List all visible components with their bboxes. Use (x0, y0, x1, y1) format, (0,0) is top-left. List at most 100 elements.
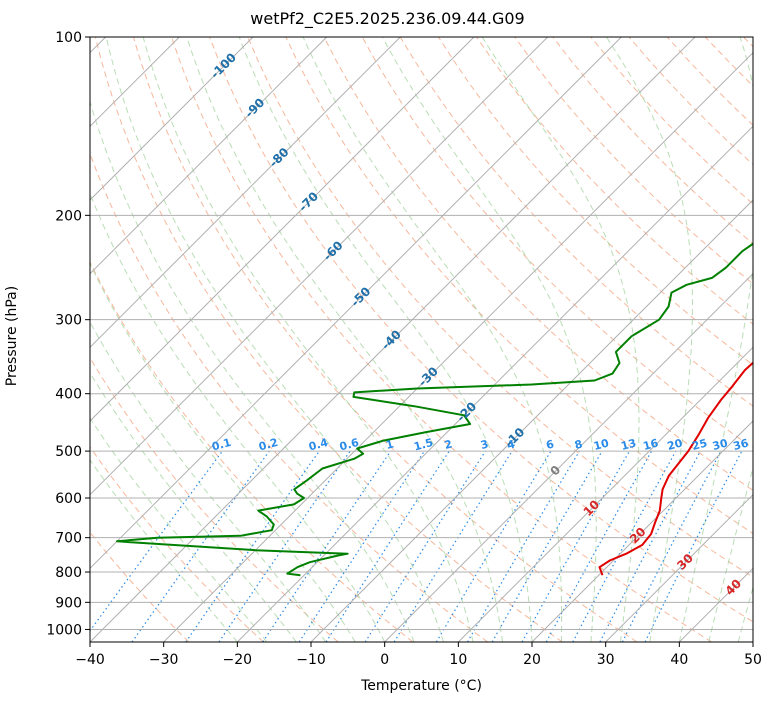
mixing-ratio-label: 0.1 (210, 436, 232, 454)
moist-adiabat-line (606, 37, 693, 642)
mixing-ratio-line (325, 450, 450, 642)
mixing-ratio-label: 20 (666, 436, 684, 453)
isotherm-line (531, 420, 753, 642)
moist-adiabat-line (90, 99, 415, 642)
dry-adiabat-line (209, 37, 753, 623)
x-tick-label: 10 (449, 652, 467, 668)
moist-adiabat-line (90, 371, 297, 642)
moist-adiabat-line (186, 37, 503, 642)
dry-adiabat-line (743, 37, 753, 48)
moist-adiabat-label: 10 (581, 497, 603, 519)
moist-adiabat-line (142, 37, 474, 642)
dewpoint-profile-line (116, 242, 753, 577)
isotherm-label: -80 (266, 145, 291, 170)
dry-adiabat-line (590, 37, 753, 205)
mixing-ratio-line (572, 450, 677, 642)
mixing-ratio-line (466, 450, 580, 642)
x-tick-label: −40 (75, 652, 105, 668)
y-tick-label: 600 (55, 491, 82, 507)
mixing-ratio-label: 10 (592, 436, 610, 453)
y-tick-label: 200 (55, 208, 82, 224)
mixing-ratio-line (298, 450, 425, 642)
mixing-ratio-line (393, 450, 513, 642)
dry-adiabat-line (90, 260, 414, 642)
isotherm-line (90, 37, 328, 275)
dry-adiabat-line (704, 37, 753, 87)
moist-adiabat-line (381, 37, 597, 642)
x-axis-label: Temperature (°C) (361, 678, 482, 694)
isotherm-line (752, 641, 753, 642)
mixing-ratio-label: 0.2 (257, 436, 279, 454)
moist-adiabat-label: 40 (722, 576, 744, 598)
moist-adiabat-line (678, 37, 753, 642)
isotherm-line (90, 37, 475, 422)
mixing-ratio-line (218, 450, 351, 642)
mixing-ratio-line (435, 450, 552, 642)
isotherm-line (457, 346, 753, 642)
temperature-profile-line (598, 361, 753, 576)
x-tick-label: −20 (223, 652, 253, 668)
x-tick-label: 0 (380, 652, 389, 668)
mixing-ratio-label: 1.5 (412, 436, 434, 454)
mixing-ratio-line (262, 450, 392, 642)
x-tick-label: 20 (523, 652, 541, 668)
y-tick-label: 1000 (46, 622, 82, 638)
dry-adiabat-line (90, 531, 190, 642)
x-tick-label: 30 (597, 652, 615, 668)
dry-adiabat-line (285, 37, 753, 535)
dry-adiabat-line (666, 37, 753, 126)
mixing-ratio-label: 30 (711, 436, 729, 453)
isotherm-line (90, 37, 549, 496)
mixing-ratio-label: 4 (506, 437, 517, 452)
x-tick-label: −30 (149, 652, 179, 668)
plot-frame (89, 36, 754, 643)
moist-adiabat-line (90, 262, 356, 642)
isotherm-line (384, 272, 753, 642)
moist-adiabat-line (302, 37, 563, 642)
mixing-ratio-label: 0.6 (338, 436, 361, 454)
y-tick-label: 500 (55, 444, 82, 460)
x-tick-label: 40 (670, 652, 688, 668)
moist-adiabat-line (105, 37, 445, 642)
moist-adiabat-line (90, 459, 238, 642)
mixing-ratio-label: 3 (479, 437, 490, 452)
dry-adiabat-line (94, 37, 563, 642)
isotherm-line (605, 493, 753, 642)
dry-adiabat-line (437, 37, 753, 366)
moist-adiabat-line (708, 465, 753, 642)
mixing-ratio-line (185, 450, 320, 642)
isotherm-line (310, 199, 753, 642)
mixing-ratio-label: 2 (443, 437, 454, 452)
y-axis-label: Pressure (hPa) (4, 285, 20, 387)
mixing-ratio-line (644, 450, 743, 642)
moist-adiabat-line (90, 192, 386, 642)
y-tick-label: 900 (55, 595, 82, 611)
moist-adiabat-line (90, 321, 327, 642)
mixing-ratio-label: 1 (384, 437, 395, 452)
mixing-ratio-label: 8 (573, 437, 584, 452)
mixing-ratio-label: 25 (691, 436, 709, 453)
dry-adiabat-line (247, 37, 753, 578)
y-tick-label: 800 (55, 565, 82, 581)
mixing-ratio-label: 13 (620, 436, 638, 453)
y-tick-label: 300 (55, 313, 82, 329)
isotherm-line (678, 567, 753, 642)
dry-adiabat-line (90, 446, 264, 642)
moist-adiabat-line (737, 585, 753, 642)
isotherm-line (90, 37, 622, 570)
mixing-ratio-label: 0.4 (307, 436, 330, 454)
y-tick-label: 700 (55, 531, 82, 547)
mixing-ratio-label: 36 (732, 436, 750, 453)
chart-title: wetPf2_C2E5.2025.236.09.44.G09 (250, 9, 525, 28)
mixing-ratio-label: 6 (545, 437, 556, 452)
x-tick-label: −10 (296, 652, 326, 668)
moist-adiabat-line (481, 37, 640, 642)
isotherm-line (163, 51, 753, 642)
moist-adiabat-line (238, 37, 533, 642)
moist-adiabat-line (90, 417, 268, 642)
isotherm-line (90, 37, 696, 642)
y-tick-label: 100 (55, 30, 82, 46)
dry-adiabat-line (323, 37, 753, 491)
isotherm-label: -90 (242, 95, 267, 120)
